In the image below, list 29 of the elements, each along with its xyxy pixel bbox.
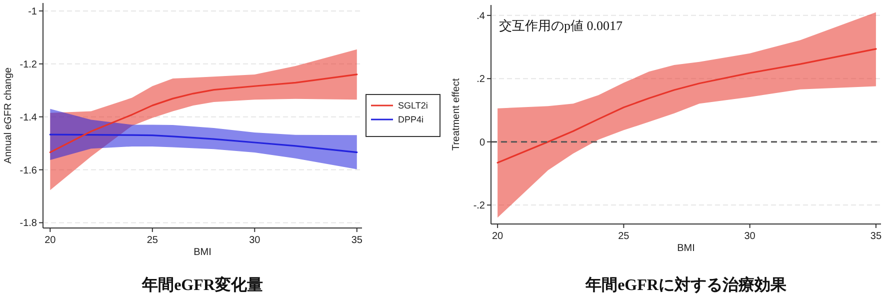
y-tick-label: 0	[479, 137, 486, 148]
x-tick-label: 30	[249, 235, 261, 246]
x-tick-label: 20	[492, 231, 504, 242]
x-tick-label: 20	[44, 235, 56, 246]
line-series	[496, 48, 877, 164]
x-tick-label: 25	[618, 231, 630, 242]
y-tick-label: -1	[28, 6, 38, 18]
y-tick-label: -1.8	[20, 218, 38, 230]
text: 年間eGFR変化量	[141, 275, 263, 294]
line-series	[49, 134, 358, 154]
line-series	[49, 74, 358, 154]
x-axis-title: BMI	[677, 243, 695, 254]
y-tick-label: .2	[476, 74, 486, 86]
x-tick-label: 25	[146, 235, 158, 246]
x-tick-label: 30	[744, 231, 756, 242]
legend-label: SGLT2i	[398, 100, 428, 110]
x-tick-label: 35	[870, 231, 882, 242]
annotation: 交互作用のp値 0.0017	[499, 18, 623, 33]
text: 年間eGFRに対する治療効果	[584, 275, 788, 294]
legend-label: DPP4i	[398, 114, 424, 124]
y-tick-label: .4	[476, 10, 486, 22]
y-axis-title: Annual eGFR change	[3, 66, 14, 164]
y-tick-label: -1.4	[20, 112, 38, 124]
y-tick-label: -1.6	[20, 165, 38, 176]
y-axis-title: Treatment effect	[451, 78, 462, 151]
y-tick-label: -1.2	[20, 59, 38, 70]
x-tick-label: 35	[351, 235, 363, 246]
x-axis-title: BMI	[194, 247, 212, 258]
y-tick-label: -.2	[473, 200, 486, 212]
